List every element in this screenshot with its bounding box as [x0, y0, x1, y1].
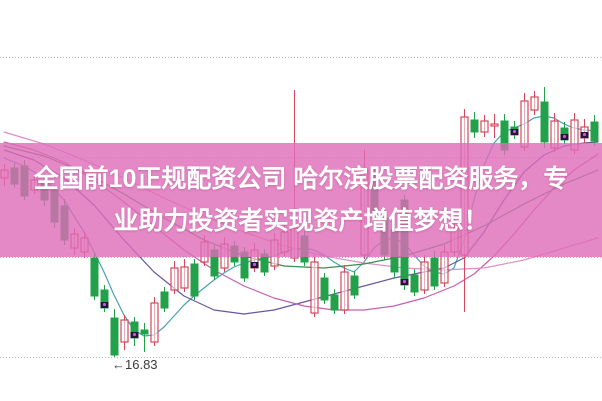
event-marker-dot	[562, 134, 567, 139]
candle-up	[170, 261, 179, 294]
candle-body-hollow	[170, 267, 179, 291]
event-marker-dot	[252, 262, 257, 267]
candle-down	[560, 122, 569, 144]
candle-up	[530, 91, 539, 115]
event-marker-dot	[582, 132, 587, 137]
candle-body-hollow	[340, 271, 349, 311]
candle-body-hollow	[530, 96, 539, 111]
candle-up	[340, 265, 349, 314]
low-price-value: 16.83	[125, 357, 158, 372]
candle-body-filled	[330, 294, 339, 311]
left-arrow-icon: ←	[112, 357, 125, 372]
candle-down	[510, 121, 519, 139]
candle-body-hollow	[310, 261, 319, 314]
candle-body-hollow	[120, 319, 129, 343]
candle-down	[190, 259, 199, 300]
candle-up	[150, 297, 159, 346]
candle-body-hollow	[420, 261, 429, 291]
candle-up	[180, 259, 189, 292]
candle-body-hollow	[490, 123, 499, 127]
candle-down	[320, 273, 329, 304]
candle-body-filled	[590, 121, 599, 142]
promo-line-1: 全国前10正规配资公司 哈尔滨股票配资服务，专	[33, 165, 569, 193]
candle-up	[310, 255, 319, 317]
candle-body-filled	[430, 257, 439, 287]
candle-down	[130, 317, 139, 346]
candle-down	[100, 285, 109, 312]
candle-up	[580, 119, 589, 143]
candle-body-hollow	[180, 266, 189, 289]
candle-down	[590, 115, 599, 146]
candle-body-filled	[540, 101, 549, 143]
candle-up	[490, 114, 499, 138]
candle-up	[420, 255, 429, 294]
event-marker-dot	[512, 129, 517, 134]
candle-down	[540, 87, 549, 148]
candle-body-filled	[320, 277, 329, 301]
event-marker-dot	[132, 332, 137, 337]
candle-down	[110, 309, 119, 357]
low-price-annotation: ←16.83	[112, 357, 158, 372]
candle-down	[160, 287, 169, 312]
candle-body-hollow	[520, 100, 529, 148]
candle-down	[350, 271, 359, 299]
candle-body-filled	[410, 274, 419, 293]
promo-banner: 全国前10正规配资公司 哈尔滨股票配资服务，专 业助力投资者实现资产增值梦想！	[0, 143, 602, 257]
candle-up	[120, 315, 129, 350]
candle-body-filled	[160, 291, 169, 309]
event-marker-dot	[402, 279, 407, 284]
candle-down	[330, 289, 339, 314]
candle-body-hollow	[150, 302, 159, 343]
candle-down	[430, 251, 439, 290]
candle-down	[470, 112, 479, 138]
candle-down	[90, 253, 99, 300]
event-marker-dot	[102, 302, 107, 307]
candle-body-filled	[470, 119, 479, 133]
candle-body-filled	[140, 329, 149, 335]
candle-body-hollow	[480, 120, 489, 133]
candle-body-filled	[190, 263, 199, 297]
candle-body-filled	[110, 317, 119, 356]
candle-body-filled	[90, 257, 99, 297]
promo-line-2: 业助力投资者实现资产增值梦想！	[113, 207, 489, 235]
candle-down	[410, 269, 419, 296]
candle-body-filled	[350, 275, 359, 296]
candle-up	[480, 115, 489, 137]
candle-down	[140, 323, 149, 352]
